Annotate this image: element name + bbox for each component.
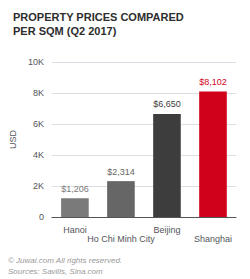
svg-text:Shanghai: Shanghai bbox=[194, 234, 232, 244]
svg-text:$8,102: $8,102 bbox=[199, 77, 227, 87]
svg-text:$2,314: $2,314 bbox=[107, 167, 135, 177]
svg-text:4K: 4K bbox=[33, 150, 44, 160]
svg-text:PER SQM (Q2 2017): PER SQM (Q2 2017) bbox=[13, 25, 117, 37]
svg-text:PROPERTY PRICES COMPARED: PROPERTY PRICES COMPARED bbox=[13, 11, 184, 23]
svg-text:2K: 2K bbox=[33, 181, 44, 191]
svg-text:Ho Chi Minh City: Ho Chi Minh City bbox=[87, 234, 155, 244]
svg-text:8K: 8K bbox=[33, 88, 44, 98]
svg-text:USD: USD bbox=[8, 130, 18, 150]
svg-text:6K: 6K bbox=[33, 119, 44, 129]
svg-text:Sources: Savills, Sina.com: Sources: Savills, Sina.com bbox=[8, 267, 103, 276]
svg-text:$6,650: $6,650 bbox=[153, 99, 181, 109]
svg-text:Beijing: Beijing bbox=[153, 225, 180, 235]
svg-text:0: 0 bbox=[39, 212, 44, 222]
svg-text:$1,206: $1,206 bbox=[61, 184, 89, 194]
svg-text:10K: 10K bbox=[28, 57, 44, 67]
svg-text:Hanoi: Hanoi bbox=[63, 225, 87, 235]
svg-text:© Juwai.com All rights reserve: © Juwai.com All rights reserved. bbox=[8, 256, 122, 265]
